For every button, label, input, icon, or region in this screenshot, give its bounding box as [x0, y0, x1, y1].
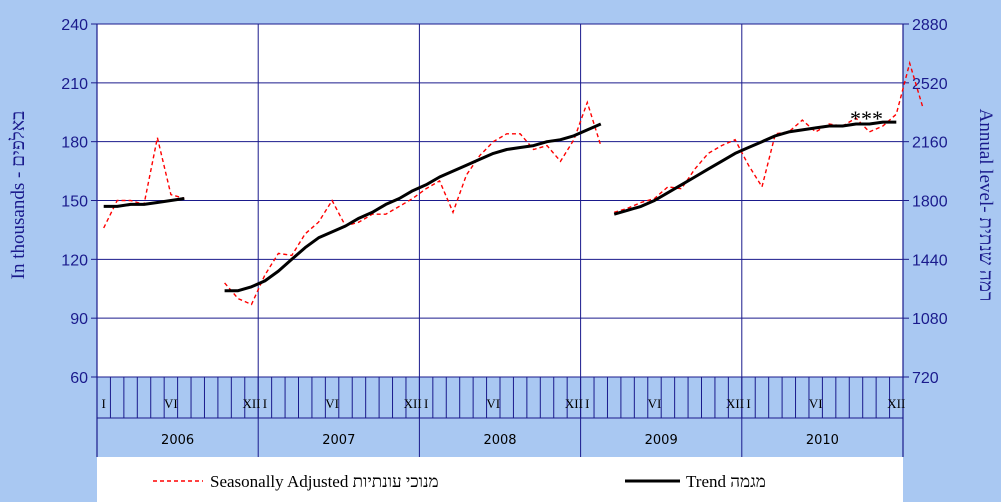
series-layer [103, 60, 924, 306]
month-label: I [424, 396, 428, 411]
time-axis: I VI XII 2006 I VI XII 2007 I VI XII 2008 I VI XII 2009… [96, 377, 905, 448]
month-label: XII [565, 396, 583, 411]
month-label: I [263, 396, 267, 411]
year-label: 2006 [161, 433, 194, 448]
series-line-trend [103, 197, 185, 208]
right-tick-label: 720 [912, 370, 939, 387]
year-label: 2008 [483, 433, 516, 448]
legend-label-trend: Trend מגמה [686, 472, 766, 491]
series-line-trend [613, 120, 897, 216]
left-tick-label: 120 [61, 252, 88, 269]
month-label: VI [486, 396, 500, 411]
left-tick-label: 60 [70, 370, 88, 387]
left-tick-label: 150 [61, 194, 88, 211]
year-label: 2009 [645, 433, 678, 448]
month-label: VI [164, 396, 178, 411]
right-tick-label: 2880 [912, 17, 948, 34]
left-tick-label: 90 [70, 311, 88, 328]
left-tick-label: 180 [61, 135, 88, 152]
month-label: I [746, 396, 750, 411]
legend-box [97, 457, 903, 502]
right-axis-label: Annual level- רמה שנתית [975, 109, 996, 302]
legend: Seasonally Adjusted מנוכי עונתיות Trend … [153, 472, 766, 491]
right-tick-label: 2160 [912, 135, 948, 152]
right-tick-label: 1080 [912, 311, 948, 328]
month-label: VI [648, 396, 662, 411]
right-tick-label: 2520 [912, 76, 948, 93]
year-label: 2007 [322, 433, 355, 448]
month-label: XII [242, 396, 260, 411]
left-axis-label: In thousands - באלפים [8, 111, 29, 280]
month-label: VI [325, 396, 339, 411]
month-label: I [102, 396, 106, 411]
left-tick-label: 210 [61, 76, 88, 93]
year-label: 2010 [806, 433, 839, 448]
grid [97, 23, 903, 457]
annotation-marker: *** [850, 106, 883, 131]
right-tick-label: 1800 [912, 194, 948, 211]
month-label: XII [726, 396, 744, 411]
month-label: I [585, 396, 589, 411]
right-tick-label: 1440 [912, 252, 948, 269]
month-label: XII [887, 396, 905, 411]
right-axis: 720 1080 1440 1800 2160 2520 2880 [902, 17, 948, 457]
legend-label-seasonally-adjusted: Seasonally Adjusted מנוכי עונתיות [210, 472, 439, 491]
month-label: XII [404, 396, 422, 411]
series-line-trend [224, 122, 602, 293]
left-tick-label: 240 [61, 17, 88, 34]
month-label: VI [809, 396, 823, 411]
series-line-seasonally-adjusted [613, 60, 924, 213]
